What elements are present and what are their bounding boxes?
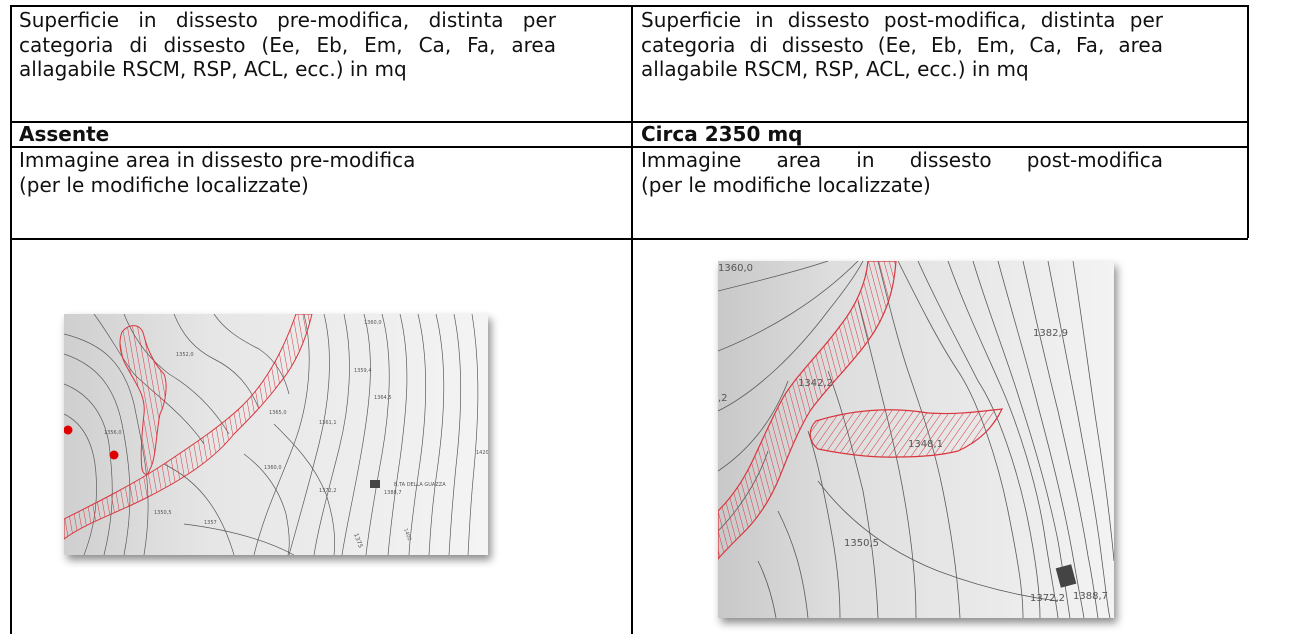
- pre-image-caption-line2: (per le modifiche localizzate): [19, 172, 309, 197]
- map-label: 1360,0: [364, 320, 382, 326]
- map-label: 1350,5: [154, 510, 172, 516]
- red-marker: [64, 425, 73, 435]
- post-image-caption: Immagine area in dissesto post-modifica …: [632, 148, 1172, 197]
- map-label: 1372,2: [319, 488, 337, 494]
- document-table: Superficie in dissesto pre-modifica, dis…: [10, 5, 1249, 634]
- map-label: 1382,9: [1033, 328, 1068, 339]
- building-icon: [370, 480, 380, 488]
- row-divider-2: [10, 146, 1248, 148]
- map-label: B.TA DELLA GUAZZA: [394, 482, 446, 488]
- map-label: 1356,0: [104, 430, 122, 436]
- map-label: 1357: [204, 520, 217, 526]
- map-label: 1365,0: [269, 410, 287, 416]
- map-label: 1360,0: [718, 263, 753, 274]
- building-icon: [1055, 564, 1077, 588]
- pre-surface-value: Assente: [19, 122, 110, 146]
- map-label: 1375: [352, 532, 364, 549]
- red-marker: [109, 450, 119, 460]
- post-surface-value: Circa 2350 mq: [641, 122, 803, 146]
- pre-image-caption-line1: Immagine area in dissesto pre-modifica: [19, 148, 416, 172]
- map-label: 1361,1: [319, 420, 337, 426]
- map-label: 1360,0: [264, 465, 282, 471]
- map-label: 1364,5: [374, 395, 392, 401]
- map-post-svg: 1360,0 1382,9 1342,2 1348,1 1350,5 1372,…: [718, 261, 1114, 618]
- map-label: 1420: [476, 450, 488, 456]
- map-post-modification: 1360,0 1382,9 1342,2 1348,1 1350,5 1372,…: [718, 261, 1114, 618]
- table-border-left: [10, 5, 12, 634]
- map-label: 1400: [402, 528, 412, 542]
- map-label: 1352,0: [176, 352, 194, 358]
- post-image-caption-line2: (per le modifiche localizzate): [641, 172, 931, 197]
- map-label: ,2: [718, 393, 728, 404]
- column-divider: [631, 5, 633, 634]
- post-image-caption-line1: Immagine area in dissesto post-modifica: [641, 148, 1163, 172]
- map-pre-svg: 1360,0 1352,0 1359,4 1361,1 1364,5 1356,…: [64, 314, 488, 555]
- pre-image-caption: Immagine area in dissesto pre-modifica (…: [10, 148, 610, 197]
- table-border-top: [10, 5, 1248, 7]
- row-divider-3: [10, 238, 1248, 240]
- row-divider-1: [10, 121, 1248, 123]
- map-label: 1342,2: [798, 378, 833, 389]
- map-label: 1388,7: [1073, 591, 1108, 602]
- map-pre-modification: 1360,0 1352,0 1359,4 1361,1 1364,5 1356,…: [64, 314, 488, 555]
- map-label: 1348,1: [908, 439, 943, 450]
- post-surface-description: Superficie in dissesto post-modifica, di…: [641, 8, 1163, 81]
- map-label: 1359,4: [354, 368, 372, 374]
- map-label: 1350,5: [844, 538, 879, 549]
- pre-surface-description: Superficie in dissesto pre-modifica, dis…: [19, 8, 556, 81]
- map-label: 1388,7: [384, 490, 402, 496]
- map-label: 1372,2: [1030, 593, 1065, 604]
- table-border-right: [1247, 5, 1249, 238]
